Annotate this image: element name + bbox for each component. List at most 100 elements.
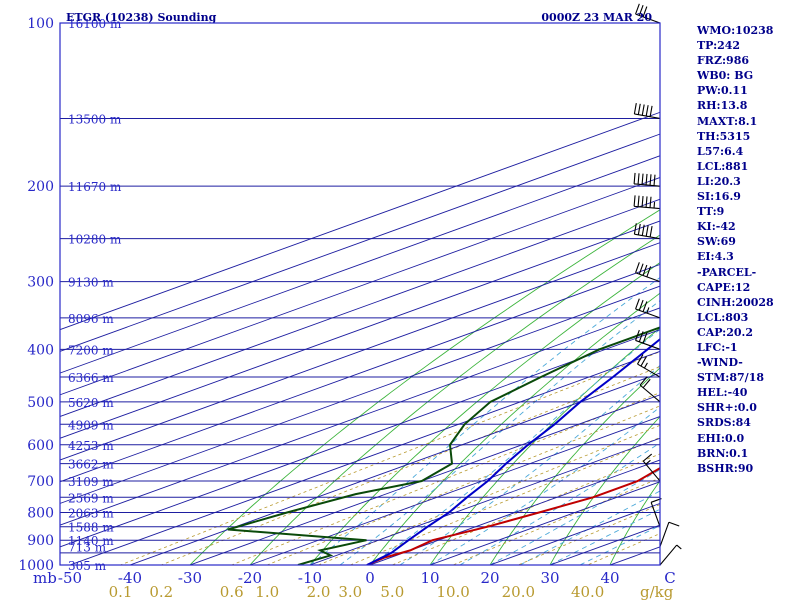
grid-layer [60,23,660,565]
index-line: SRDS:84 [697,416,751,430]
height-label: 3662 m [68,458,114,472]
index-line: LI:20.3 [697,174,741,188]
moist-adiabat [369,328,660,565]
mixing-ratio-line [317,424,660,565]
wind-barb [637,354,661,378]
pressure-tick-label: 800 [27,505,54,521]
mixing-ratio-line [119,351,660,565]
index-line: -WIND- [697,356,743,370]
index-line: TH:5315 [697,129,751,143]
wind-barb-feather [641,173,644,185]
height-label: 8096 m [68,312,114,326]
wind-barb-feather [637,223,641,235]
pressure-tick-label: 400 [27,342,54,358]
height-label: 1140 m [68,534,114,548]
wind-barb-staff [659,544,678,566]
wind-barb-feather [637,354,644,365]
isotherm-line [60,263,660,483]
temperature-tick-label: -30 [178,569,202,587]
index-line: WMO:10238 [697,24,774,37]
wind-barb-half-feather [646,307,650,314]
moist-adiabat [549,508,660,565]
index-line: CAPE:12 [697,280,751,294]
pressure-tick-label: 700 [27,474,54,490]
index-line: PW:0.11 [697,84,748,98]
height-label: 4253 m [68,439,114,453]
index-line: SHR+:0.0 [697,401,757,415]
wind-barb [659,521,680,547]
wind-barb-feather [635,329,640,341]
wind-barb-half-feather [645,459,651,465]
wind-barb-feather [668,521,680,527]
plot-frame [59,22,661,566]
wind-barb [639,376,661,403]
wind-barb-feather [635,3,640,15]
wind-barb-feather [639,376,648,386]
index-line: STM:87/18 [697,371,764,385]
mixing-ratio-label: 2.0 [307,583,331,600]
wind-barb [633,195,661,210]
index-line: TP:242 [697,39,741,53]
mixing-ratio-label: 1.0 [255,583,279,600]
pressure-tick-label: 1000 [18,558,54,574]
mixing-ratio-unit: g/kg [640,583,674,600]
wind-barb-feather [633,102,637,115]
temperature-tick-label: 40 [600,569,619,587]
wind-barb [659,544,682,566]
mixing-ratio-label: 0.1 [109,583,133,600]
temperature-tick-label: 10 [420,569,439,587]
height-label: 11670 m [68,180,122,194]
wind-barb-staff [637,363,661,378]
index-line: EI:4.3 [697,250,734,264]
index-line: TT:9 [697,205,725,219]
index-line: LCL:881 [697,159,749,173]
wind-barb [635,298,661,319]
temperature-tick-label: -20 [238,569,262,587]
mixing-ratio-line [391,453,660,565]
wind-barb-feather [635,262,640,273]
isotherm-line [60,133,660,352]
wind-barb-feather [645,105,649,117]
mixing-ratio-label: 40.0 [571,583,604,600]
height-label: 3109 m [68,475,114,489]
mixing-ratio-label: 0.6 [220,583,244,600]
index-line: EHI:0.0 [697,431,745,445]
wind-barb-feather [646,266,652,277]
index-line: SI:16.9 [697,190,741,204]
wind-barb-feather [642,264,648,276]
mixing-ratio-line [349,437,660,565]
wind-barb-feather [641,224,645,236]
height-label: 305 m [68,559,107,573]
wind-barb-staff [650,502,661,527]
profile-layer [227,326,660,565]
wind-barb [633,172,661,187]
dry-adiabat [549,415,660,565]
wind-barb [635,262,661,283]
pressure-tick-label: 500 [27,395,54,411]
wind-barb-feather [637,103,641,115]
height-label: 6366 m [68,371,114,385]
wind-barb [633,102,661,119]
wind-barb-feather [642,301,648,312]
height-label: 16100 m [68,17,122,31]
pressure-tick-label: 900 [27,533,54,549]
wind-barb-feather [645,196,648,208]
mixing-ratio-label: 10.0 [436,583,469,600]
isotherm-line [60,329,660,548]
wind-barb [642,453,661,482]
wind-barb-feather [649,226,653,238]
mixing-ratio-line [266,405,660,565]
index-line: LFC:-1 [697,340,738,354]
wind-barb [633,223,661,240]
height-label: 10280 m [68,233,122,247]
temperature-tick-label: C [664,569,675,587]
wind-barb-staff [639,384,661,403]
height-label: 9130 m [68,276,114,290]
isotherm-line [60,285,660,504]
height-label: 7200 m [68,343,114,357]
wind-barb-feather [649,105,653,117]
isotherm-line [60,111,660,331]
wind-barb-half-feather [676,544,682,550]
isotherm-line [128,372,660,565]
